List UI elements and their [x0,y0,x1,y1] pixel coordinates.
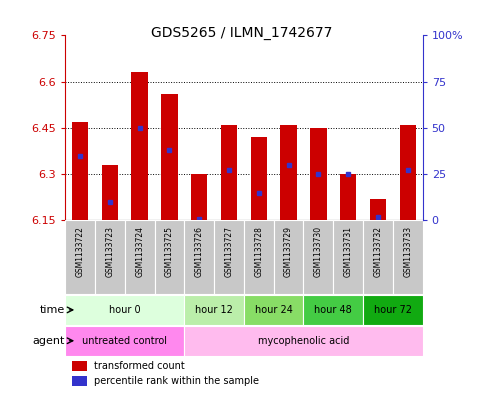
Text: GSM1133730: GSM1133730 [314,226,323,277]
Text: time: time [40,305,65,315]
Text: GSM1133723: GSM1133723 [105,226,114,277]
Text: agent: agent [33,336,65,346]
Bar [251,137,267,220]
Text: hour 72: hour 72 [374,305,412,315]
Bar [244,295,303,325]
Bar [185,326,423,356]
Text: GSM1133727: GSM1133727 [225,226,233,277]
Text: percentile rank within the sample: percentile rank within the sample [94,376,259,386]
Bar [370,199,386,220]
Bar [185,295,244,325]
Bar [155,220,185,294]
Bar [274,220,303,294]
Text: hour 0: hour 0 [109,305,141,315]
Bar [281,125,297,220]
Bar [393,220,423,294]
Bar [72,361,86,371]
Text: GSM1133726: GSM1133726 [195,226,204,277]
Text: hour 24: hour 24 [255,305,293,315]
Bar [125,220,155,294]
Bar [399,125,416,220]
Bar [185,220,214,294]
Text: GSM1133724: GSM1133724 [135,226,144,277]
Bar [221,125,237,220]
Bar [95,220,125,294]
Bar [65,220,95,294]
Bar [191,174,207,220]
Bar [363,295,423,325]
Bar [161,94,178,220]
Bar [333,220,363,294]
Text: mycophenolic acid: mycophenolic acid [258,336,349,346]
Text: GSM1133731: GSM1133731 [344,226,353,277]
Bar [303,295,363,325]
Text: GSM1133732: GSM1133732 [373,226,383,277]
Bar [72,122,88,220]
Bar [244,220,274,294]
Bar [363,220,393,294]
Bar [131,72,148,220]
Text: hour 48: hour 48 [314,305,352,315]
Bar [102,165,118,220]
Bar [72,376,86,386]
Text: hour 12: hour 12 [195,305,233,315]
Text: untreated control: untreated control [82,336,167,346]
Bar [310,128,327,220]
Bar [214,220,244,294]
Text: GSM1133728: GSM1133728 [255,226,263,277]
Text: transformed count: transformed count [94,361,185,371]
Bar [303,220,333,294]
Bar [65,326,185,356]
Text: GSM1133733: GSM1133733 [403,226,412,277]
Bar [65,295,185,325]
Text: GDS5265 / ILMN_1742677: GDS5265 / ILMN_1742677 [151,26,332,40]
Text: GSM1133725: GSM1133725 [165,226,174,277]
Bar [340,174,356,220]
Text: GSM1133722: GSM1133722 [76,226,85,277]
Text: GSM1133729: GSM1133729 [284,226,293,277]
